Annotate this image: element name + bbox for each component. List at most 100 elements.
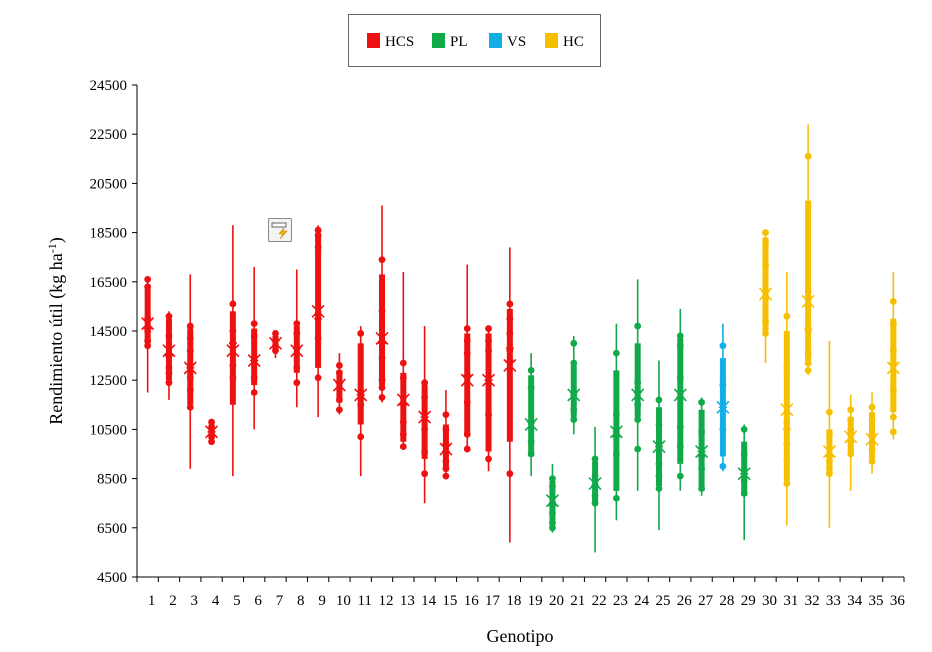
mean-marker — [758, 287, 773, 301]
data-point — [762, 317, 769, 325]
data-point — [144, 342, 152, 350]
genotype-box-25 — [652, 360, 666, 531]
genotype-box-34 — [844, 394, 858, 491]
data-point — [399, 374, 407, 382]
mean-marker — [801, 294, 815, 309]
data-point — [485, 337, 492, 345]
data-point — [527, 366, 535, 374]
data-point — [889, 320, 897, 328]
mean-marker — [695, 444, 709, 459]
y-tick-label: 16500 — [90, 275, 128, 291]
data-point — [591, 492, 599, 500]
genotype-box-11 — [354, 326, 368, 477]
mean-marker — [162, 344, 176, 358]
y-tick-label: 18500 — [90, 226, 128, 242]
legend-item-hcs: HCS — [367, 33, 414, 50]
mean-marker — [481, 373, 496, 387]
genotype-box-6 — [247, 267, 261, 430]
flash-chart-icon[interactable] — [268, 218, 292, 242]
x-tick-label: 4 — [212, 593, 220, 609]
data-point — [804, 349, 812, 357]
box-iqr — [336, 370, 343, 403]
data-point — [293, 330, 301, 337]
box-iqr — [485, 333, 492, 452]
box-iqr — [379, 274, 386, 386]
data-point — [847, 416, 855, 423]
x-tick-label: 36 — [890, 593, 906, 609]
legend-frame — [348, 14, 601, 67]
data-point — [676, 342, 684, 350]
data-point — [250, 320, 258, 328]
data-point — [868, 403, 876, 411]
x-tick-label: 7 — [276, 593, 284, 609]
x-tick-label: 3 — [191, 593, 199, 609]
mean-marker — [524, 417, 538, 432]
data-point — [740, 450, 748, 458]
data-point — [186, 347, 194, 355]
genotype-box-32 — [801, 124, 815, 376]
data-point — [357, 330, 365, 337]
box-iqr — [421, 385, 428, 459]
legend: HCS PL VS HC — [348, 14, 601, 67]
genotype-box-33 — [822, 340, 836, 528]
data-point — [250, 389, 258, 396]
genotype-box-2 — [162, 311, 176, 400]
mean-marker — [545, 494, 560, 508]
legend-label: HCS — [385, 34, 414, 50]
genotype-box-10 — [332, 353, 346, 415]
y-tick-label: 8500 — [97, 472, 127, 488]
data-point — [698, 465, 705, 473]
genotype-box-27 — [695, 397, 709, 496]
mean-marker — [247, 353, 261, 368]
data-point — [570, 339, 578, 347]
data-point — [442, 411, 450, 419]
data-point — [336, 396, 343, 404]
data-point — [762, 261, 769, 268]
y-axis-ticks: 4500 6500 8500 10500 12500 14500 16500 18500 205… — [90, 78, 137, 586]
y-axis-title: Rendimiento útil (kg ha-1) — [45, 237, 67, 424]
x-tick-label: 18 — [506, 593, 521, 609]
x-tick-label: 21 — [570, 593, 585, 609]
mean-marker — [844, 430, 858, 444]
mean-marker — [290, 344, 304, 358]
x-tick-label: 35 — [869, 593, 884, 609]
legend-swatch — [432, 33, 445, 48]
data-point — [889, 347, 897, 355]
data-point — [165, 364, 173, 372]
box-iqr — [464, 333, 471, 435]
data-point — [570, 406, 578, 414]
box-iqr — [251, 328, 258, 386]
data-point — [144, 327, 152, 335]
y-tick-label: 4500 — [97, 570, 127, 586]
genotype-box-12 — [375, 205, 389, 403]
data-point — [826, 430, 833, 438]
genotype-boxes — [141, 124, 900, 553]
data-point — [421, 394, 429, 401]
x-tick-label: 16 — [464, 593, 480, 609]
x-tick-label: 5 — [233, 593, 241, 609]
data-point — [719, 342, 727, 350]
genotype-box-14 — [418, 326, 432, 504]
data-point — [868, 445, 876, 453]
genotype-box-20 — [545, 463, 560, 533]
mean-marker — [183, 361, 197, 375]
data-point — [442, 465, 450, 473]
x-tick-label: 10 — [336, 593, 351, 609]
data-point — [676, 332, 684, 340]
box-iqr — [805, 200, 812, 366]
genotype-box-17 — [481, 325, 496, 472]
data-point — [229, 374, 237, 382]
genotype-box-21 — [567, 335, 581, 435]
y-tick-label: 14500 — [90, 324, 128, 340]
data-point — [634, 416, 642, 423]
data-point — [293, 379, 301, 387]
data-point — [378, 376, 386, 384]
flash-icon-bolt — [278, 227, 288, 240]
x-tick-label: 1 — [148, 593, 156, 609]
data-point — [655, 460, 663, 468]
data-point — [612, 411, 620, 419]
data-point — [826, 457, 833, 465]
data-point — [868, 457, 876, 465]
